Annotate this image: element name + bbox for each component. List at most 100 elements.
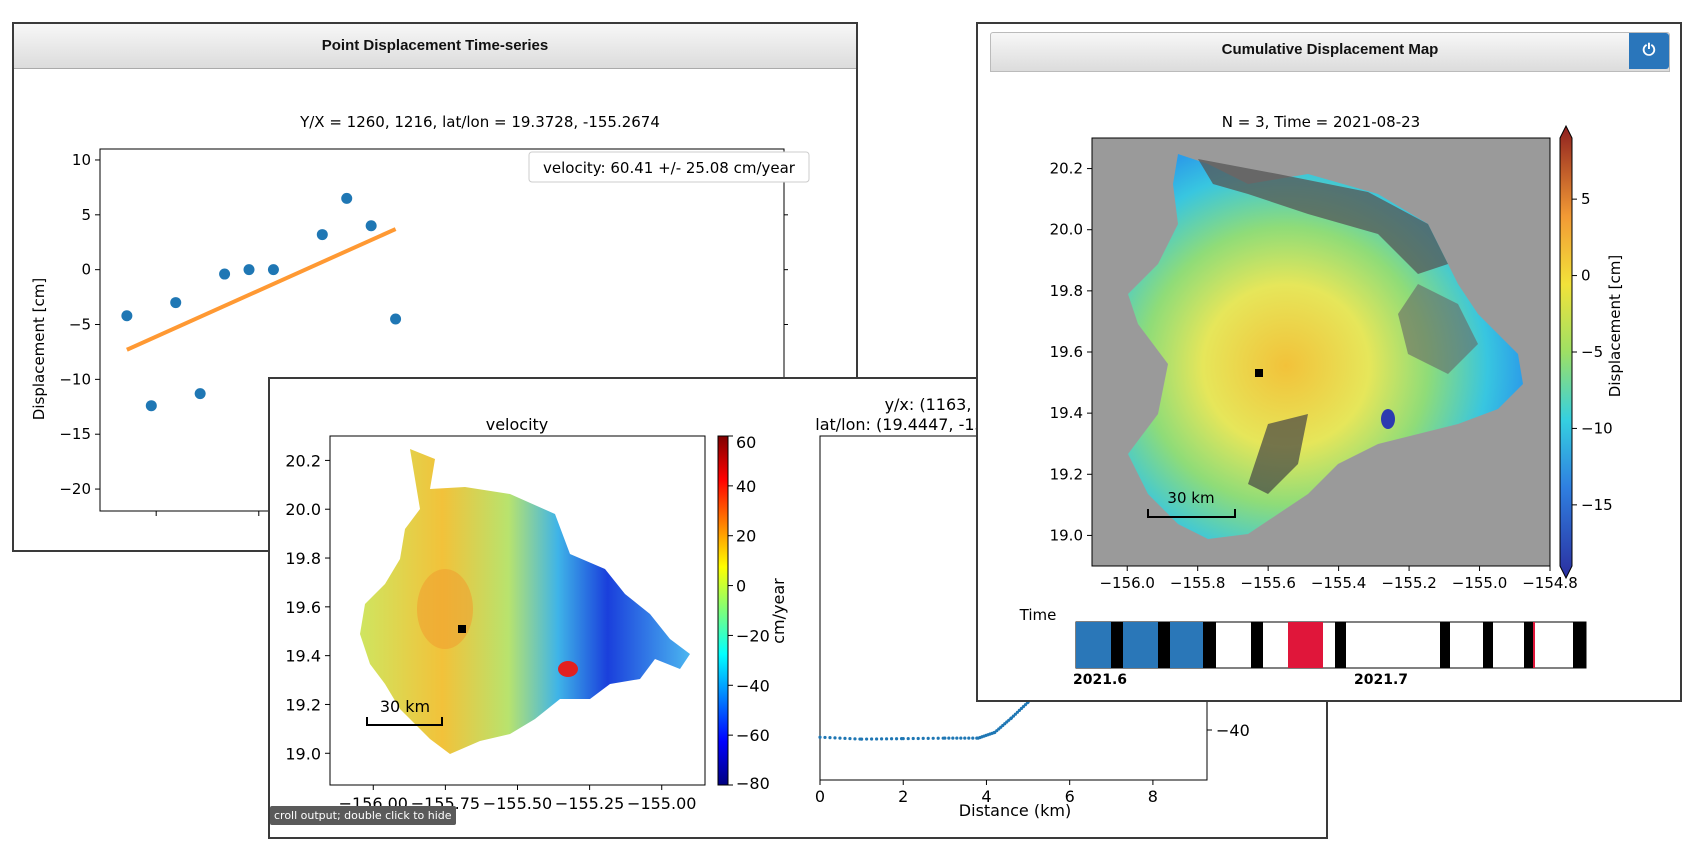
cumulative-x-tick-label: −155.0 [1452,574,1508,592]
velocity-colorbar-tick-label: 20 [736,527,756,546]
cumulative-y-tick-label: 19.6 [1050,343,1083,361]
cumulative-y-tick-label: 19.0 [1050,526,1083,544]
velocity-scale-bar-label: 30 km [380,697,430,716]
time-slider-date-mark [1335,622,1346,668]
cumulative-x-tick-label: −155.8 [1170,574,1226,592]
timeseries-data-point [316,229,328,241]
timeseries-y-tick-label: 5 [81,206,91,224]
profile-data-point [936,736,940,740]
timeseries-data-point [341,192,353,204]
timeseries-data-point [145,400,157,412]
velocity-colorbar-tick-label: −80 [736,774,770,793]
time-slider-date-mark [1573,622,1586,668]
cumulative-y-tick-label: 19.8 [1050,282,1083,300]
cumulative-x-tick-label: −154.8 [1522,574,1578,592]
cumulative-x-tick-label: −155.4 [1311,574,1367,592]
profile-data-point [959,736,963,740]
timeseries-ylabel: Displacement [cm] [30,278,48,420]
time-slider-date-mark [1440,622,1450,668]
profile-data-point [853,737,857,741]
profile-data-point [911,736,915,741]
profile-data-point [838,736,842,740]
profile-data-point [1015,710,1020,714]
profile-data-point [921,736,925,741]
timeseries-data-point [267,264,279,276]
profile-data-point [1017,708,1022,712]
timeseries-y-tick-label: 0 [81,261,91,279]
time-slider-date-mark [1076,622,1111,668]
time-slider-date-mark [1203,622,1216,668]
velocity-colorbar[interactable] [717,435,729,786]
cumulative-colorbar-tick-label: 5 [1581,190,1591,208]
cumulative-dark-terrain-south [1248,414,1308,494]
cumulative-figure[interactable]: N = 3, Time = 2021-08-23 30 km −156.0 −15… [978,24,1680,700]
profile-data-point [848,736,852,741]
cumulative-colorbar[interactable] [1559,124,1573,580]
cumulative-scale-bar-label: 30 km [1167,489,1214,507]
cumulative-y-tick-label: 20.0 [1050,221,1083,239]
time-slider-date-mark [1170,622,1203,668]
profile-data-point [1009,716,1014,720]
time-slider-date-mark [1251,622,1263,668]
profile-x-tick-label: 6 [1065,787,1075,806]
timeseries-y-tick-label: −10 [59,370,91,388]
velocity-island-shape [360,449,690,754]
scroll-output-tooltip[interactable]: croll output; double click to hide [270,806,456,825]
cumulative-scale-bar: 30 km [1147,489,1236,518]
timeseries-chart-title: Y/X = 1260, 1216, lat/lon = 19.3728, -15… [299,113,660,131]
profile-y-tick: −40 [1207,721,1250,740]
velocity-y-tick-label: 19.8 [285,549,321,568]
velocity-y-tick-label: 19.6 [285,598,321,617]
cumulative-colorbar-tick-label: 0 [1581,267,1591,285]
cumulative-x-tick-label: −155.2 [1381,574,1437,592]
timeseries-chart[interactable]: Y/X = 1260, 1216, lat/lon = 19.3728, -15… [14,24,856,550]
cumulative-window-header: Cumulative Displacement Map ⏻ [990,32,1670,72]
velocity-hotspot [558,661,578,677]
cumulative-colorbar-label: Displacement [cm] [1606,255,1624,397]
profile-x-tick-label: 0 [815,787,825,806]
profile-data-point [916,736,920,741]
velocity-colorbar-tick-label: 40 [736,477,756,496]
timeseries-window: Point Displacement Time-series Y/X = 126… [12,22,858,552]
cumulative-y-tick-label: 19.4 [1050,404,1083,422]
velocity-colorbar-ticks: 60 40 20 0 −20 −40 −60 −80 [728,433,770,793]
cumulative-x-tick-label: −155.6 [1240,574,1296,592]
velocity-colorbar-label: cm/year [769,578,788,644]
cumulative-colorbar-tick-label: −10 [1581,419,1613,437]
velocity-x-tick-label: −155.25 [555,794,624,813]
velocity-colorbar-tick-label: −20 [736,626,770,645]
velocity-x-tick-label: −155.50 [483,794,552,813]
profile-data-point [951,736,955,740]
velocity-point-marker[interactable] [458,625,466,633]
profile-data-point [906,736,910,741]
cumulative-window: Cumulative Displacement Map ⏻ N = [976,22,1682,702]
velocity-y-tick-label: 19.0 [285,744,321,763]
timeseries-window-title: Point Displacement Time-series [14,24,856,69]
timeseries-data-point [219,268,231,280]
profile-data-point [879,737,884,741]
cumulative-map-title: N = 3, Time = 2021-08-23 [1222,113,1420,131]
time-slider[interactable] [1075,621,1587,669]
profile-y-tick-label: −40 [1216,721,1250,740]
time-slider-date-mark [1288,622,1323,668]
time-slider-label: Time [1019,606,1057,624]
velocity-map-title: velocity [486,415,549,434]
profile-data-point [947,736,951,740]
velocity-legend-box: velocity: 60.41 +/- 25.08 cm/year [528,151,810,183]
time-slider-date-mark [1111,622,1123,668]
profile-data-point [1011,714,1016,718]
power-button[interactable]: ⏻ [1629,33,1669,69]
cumulative-y-tick-label: 20.2 [1050,160,1083,178]
cumulative-window-title: Cumulative Displacement Map [1221,41,1439,58]
profile-data-point [874,737,879,741]
timeseries-data-point [365,220,377,232]
time-slider-date-mark [1158,622,1170,668]
time-tick-1: 2021.6 [1073,672,1127,688]
profile-data-point [889,737,894,741]
velocity-y-tick-label: 19.4 [285,647,321,666]
cumulative-colorbar-tick-label: −5 [1581,343,1603,361]
velocity-legend-text: velocity: 60.41 +/- 25.08 cm/year [543,159,796,177]
profile-data-point [901,737,905,741]
profile-data-point [1023,703,1028,707]
cumulative-point-marker[interactable] [1255,369,1263,377]
